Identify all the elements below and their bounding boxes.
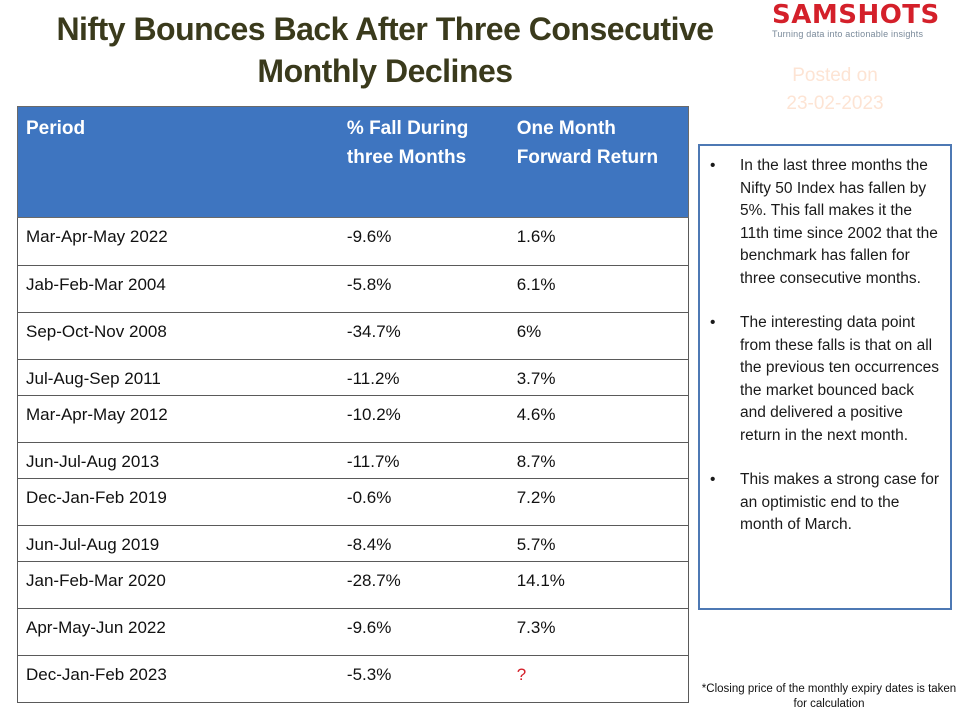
cell-period: Dec-Jan-Feb 2019 — [16, 478, 339, 526]
cell-fall: -34.7% — [338, 312, 509, 360]
cell-forward-return: 1.6% — [508, 217, 689, 266]
returns-table: Period % Fall During three Months One Mo… — [16, 106, 689, 703]
table-row: Jun-Jul-Aug 2019 -8.4% 5.7% — [16, 525, 689, 562]
table-row: Mar-Apr-May 2022 -9.6% 1.6% — [16, 217, 689, 266]
table-row: Jun-Jul-Aug 2013 -11.7% 8.7% — [16, 442, 689, 479]
note-item: • The interesting data point from these f… — [704, 312, 942, 447]
bullet-icon: • — [710, 157, 716, 174]
cell-period: Jul-Aug-Sep 2011 — [16, 359, 339, 396]
cell-fall: -9.6% — [338, 608, 509, 656]
cell-fall: -5.8% — [338, 265, 509, 313]
cell-fall: -11.7% — [338, 442, 509, 479]
notes-box: • In the last three months the Nifty 50 I… — [698, 144, 952, 610]
cell-forward-return: 8.7% — [508, 442, 689, 479]
table-row: Sep-Oct-Nov 2008 -34.7% 6% — [16, 312, 689, 360]
cell-forward-return: 3.7% — [508, 359, 689, 396]
table-body: Mar-Apr-May 2022 -9.6% 1.6% Jab-Feb-Mar 200… — [16, 217, 689, 703]
bullet-icon: • — [710, 471, 716, 488]
bullet-icon: • — [710, 314, 716, 331]
table-header-row: Period % Fall During three Months One Mo… — [16, 106, 689, 218]
cell-fall: -5.3% — [338, 655, 509, 703]
logo-text: SAMSHOTS — [772, 0, 940, 30]
cell-fall: -8.4% — [338, 525, 509, 562]
cell-forward-return: 7.3% — [508, 608, 689, 656]
samshots-logo: SAMSHOTS Turning data into actionable in… — [772, 0, 958, 39]
cell-period: Mar-Apr-May 2012 — [16, 395, 339, 443]
cell-period: Jun-Jul-Aug 2013 — [16, 442, 339, 479]
header-fall: % Fall During three Months — [338, 106, 509, 218]
posted-label: Posted on — [792, 65, 878, 86]
table-row: Mar-Apr-May 2012 -10.2% 4.6% — [16, 395, 689, 443]
cell-period: Dec-Jan-Feb 2023 — [16, 655, 339, 703]
cell-forward-return: 6.1% — [508, 265, 689, 313]
note-item: • This makes a strong case for an optimis… — [704, 469, 942, 537]
table-row: Jan-Feb-Mar 2020 -28.7% 14.1% — [16, 561, 689, 609]
posted-watermark: Posted on 23-02-2023 — [770, 62, 900, 118]
notes-list: • In the last three months the Nifty 50 I… — [704, 155, 942, 537]
cell-fall: -9.6% — [338, 217, 509, 266]
cell-period: Jun-Jul-Aug 2019 — [16, 525, 339, 562]
page-title: Nifty Bounces Back After Three Consecuti… — [56, 11, 714, 89]
cell-period: Mar-Apr-May 2022 — [16, 217, 339, 266]
table-row: Jul-Aug-Sep 2011 -11.2% 3.7% — [16, 359, 689, 396]
cell-fall: -28.7% — [338, 561, 509, 609]
note-text: In the last three months the Nifty 50 In… — [740, 157, 938, 287]
table-row: Dec-Jan-Feb 2019 -0.6% 7.2% — [16, 478, 689, 526]
cell-forward-return: 5.7% — [508, 525, 689, 562]
cell-forward-return: ? — [508, 655, 689, 703]
table-row: Jab-Feb-Mar 2004 -5.8% 6.1% — [16, 265, 689, 313]
cell-period: Sep-Oct-Nov 2008 — [16, 312, 339, 360]
cell-forward-return: 6% — [508, 312, 689, 360]
cell-period: Jab-Feb-Mar 2004 — [16, 265, 339, 313]
note-item: • In the last three months the Nifty 50 I… — [704, 155, 942, 290]
cell-forward-return: 7.2% — [508, 478, 689, 526]
cell-fall: -0.6% — [338, 478, 509, 526]
cell-forward-return: 4.6% — [508, 395, 689, 443]
note-text: The interesting data point from these fa… — [740, 314, 940, 444]
cell-forward-return: 14.1% — [508, 561, 689, 609]
cell-fall: -10.2% — [338, 395, 509, 443]
logo-tagline: Turning data into actionable insights — [772, 29, 924, 39]
header-forward-return: One Month Forward Return — [508, 106, 689, 218]
posted-date: 23-02-2023 — [786, 93, 884, 114]
cell-period: Apr-May-Jun 2022 — [16, 608, 339, 656]
cell-fall: -11.2% — [338, 359, 509, 396]
cell-period: Jan-Feb-Mar 2020 — [16, 561, 339, 609]
header-period: Period — [16, 106, 339, 218]
note-text: This makes a strong case for an optimist… — [740, 471, 939, 533]
table-row: Dec-Jan-Feb 2023 -5.3%? — [16, 655, 689, 703]
footnote: *Closing price of the monthly expiry dat… — [701, 683, 957, 710]
table-row: Apr-May-Jun 2022 -9.6% 7.3% — [16, 608, 689, 656]
